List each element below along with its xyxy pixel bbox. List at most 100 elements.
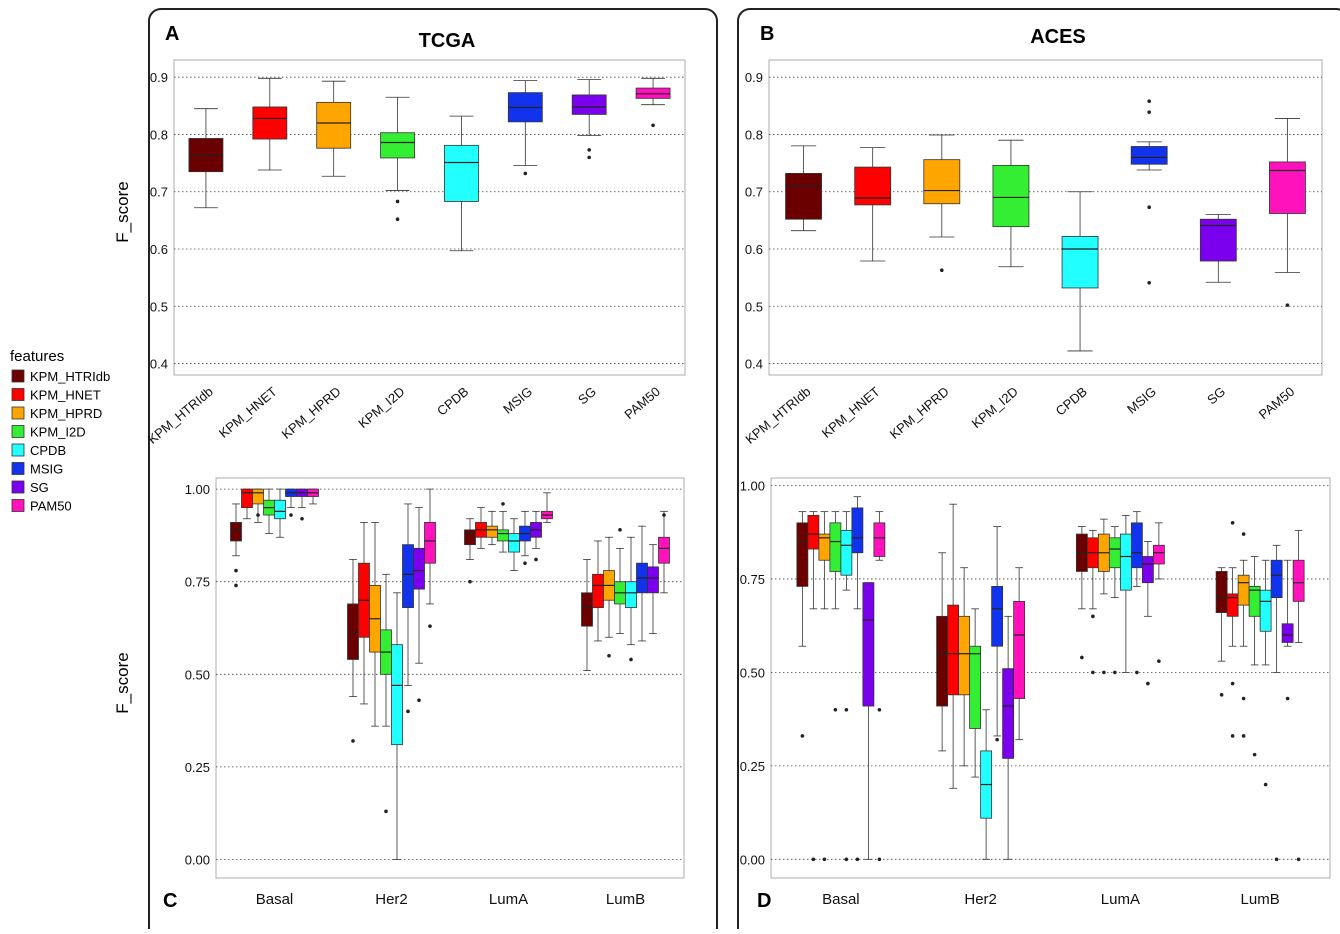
box-d-basal-kpm_htridb-outlier-0 bbox=[800, 734, 805, 738]
box-d-basal-kpm_i2d-outlier-0 bbox=[833, 707, 838, 712]
box-d-basal-sg bbox=[862, 582, 875, 860]
y-tick-label-d-3: 0.75 bbox=[740, 572, 765, 587]
legend-label-kpm_htridb: KPM_HTRIdb bbox=[30, 369, 110, 384]
y-tick-label-b-0: 0.4 bbox=[745, 357, 763, 372]
y-tick-label-d-1: 0.25 bbox=[740, 759, 765, 774]
y-tick-label-b-1: 0.5 bbox=[745, 299, 763, 314]
box-c-lumb-cpdb bbox=[625, 536, 637, 662]
box-d-her2-msig-outlier-0 bbox=[995, 737, 999, 742]
y-tick-label-b-3: 0.7 bbox=[745, 185, 763, 200]
box-c-basal-kpm_htridb-outlier-0 bbox=[234, 568, 238, 573]
frame-left bbox=[148, 8, 718, 934]
box-d-basal-kpm_hprd-outlier-0 bbox=[822, 857, 827, 862]
box-d-luma-msig bbox=[1130, 511, 1143, 675]
box-b-kpm_i2d bbox=[992, 139, 1030, 268]
box-b-cpdb-box bbox=[1061, 235, 1099, 289]
y-tick-label-c-4: 1.00 bbox=[185, 482, 210, 497]
box-c-luma-pam50 bbox=[541, 492, 553, 523]
box-c-lumb-pam50-outlier-0 bbox=[662, 513, 666, 517]
y-tick-label-a-1: 0.5 bbox=[150, 299, 168, 314]
panel-letter-a: A bbox=[165, 23, 179, 45]
box-d-her2-kpm_i2d-box bbox=[969, 645, 982, 729]
box-c-her2-cpdb bbox=[391, 592, 403, 860]
box-b-msig-outlier-2 bbox=[1147, 205, 1151, 209]
legend-label-kpm_hprd: KPM_HPRD bbox=[30, 406, 102, 421]
legend-swatch-kpm_htridb bbox=[11, 369, 25, 383]
box-d-lumb-pam50-outlier-0 bbox=[1296, 857, 1301, 862]
box-c-luma-kpm_i2d-outlier-0 bbox=[501, 502, 505, 506]
box-c-her2-pam50-outlier-0 bbox=[428, 624, 432, 628]
y-tick-label-a-2: 0.6 bbox=[150, 242, 168, 257]
box-d-basal-pam50-outlier-0 bbox=[877, 707, 882, 712]
box-d-basal-pam50 bbox=[873, 511, 886, 862]
box-b-kpm_i2d-box bbox=[992, 164, 1030, 228]
box-c-her2-msig bbox=[402, 503, 414, 714]
plot-area-a bbox=[173, 59, 686, 376]
box-a-sg-outlier-1 bbox=[587, 155, 591, 160]
box-b-msig-outlier-1 bbox=[1147, 110, 1151, 114]
box-d-basal-kpm_htridb-box bbox=[796, 522, 809, 587]
panel-letter-d: D bbox=[757, 890, 771, 912]
panel-title-a: TCGA bbox=[419, 30, 476, 52]
box-d-luma-cpdb bbox=[1119, 514, 1132, 673]
box-d-luma-kpm_i2d bbox=[1108, 526, 1121, 675]
box-d-lumb-cpdb bbox=[1259, 559, 1272, 787]
box-c-luma-kpm_hnet bbox=[475, 507, 487, 549]
box-d-her2-kpm_hnet-box bbox=[947, 604, 960, 696]
box-d-luma-kpm_htridb-outlier-0 bbox=[1080, 655, 1084, 660]
box-d-lumb-kpm_i2d-outlier-0 bbox=[1252, 752, 1257, 757]
box-d-her2-msig bbox=[991, 526, 1004, 742]
box-d-lumb-msig-box bbox=[1270, 559, 1283, 599]
y-tick-label-c-0: 0.00 bbox=[185, 852, 210, 867]
plot-area-c bbox=[215, 477, 685, 879]
box-c-luma-cpdb bbox=[508, 518, 520, 571]
box-d-lumb-msig-outlier-0 bbox=[1274, 857, 1279, 862]
box-c-lumb-sg-box bbox=[647, 566, 659, 594]
box-b-msig-box bbox=[1130, 146, 1168, 165]
x-tick-label-b-2: KPM_HPRD bbox=[887, 384, 952, 442]
box-d-luma-sg-box bbox=[1141, 556, 1154, 584]
box-c-her2-cpdb-box bbox=[391, 644, 403, 746]
box-a-sg bbox=[571, 79, 607, 160]
box-c-basal-kpm_hnet-box bbox=[241, 488, 253, 509]
box-c-basal-sg-outlier-0 bbox=[300, 516, 304, 521]
box-d-luma-msig-box bbox=[1130, 522, 1143, 569]
box-a-kpm_hprd bbox=[316, 80, 352, 177]
box-d-luma-msig-outlier-0 bbox=[1135, 670, 1139, 675]
box-a-msig-outlier-0 bbox=[523, 171, 528, 176]
box-d-lumb-kpm_hnet-outlier-1 bbox=[1230, 681, 1235, 686]
box-c-basal-kpm_hprd bbox=[252, 488, 264, 523]
box-d-lumb-kpm_i2d bbox=[1248, 556, 1261, 757]
box-c-lumb-sg bbox=[647, 544, 659, 634]
box-b-kpm_hprd-outlier-0 bbox=[940, 268, 944, 272]
box-b-pam50-box bbox=[1269, 161, 1306, 214]
box-c-luma-kpm_hprd bbox=[486, 510, 498, 546]
box-c-lumb-pam50-box bbox=[658, 536, 670, 564]
box-d-lumb-kpm_htridb bbox=[1215, 567, 1228, 697]
box-c-basal-cpdb-box bbox=[274, 499, 286, 520]
box-a-kpm_i2d bbox=[380, 96, 415, 222]
box-c-basal-kpm_htridb-box bbox=[230, 522, 242, 542]
box-c-luma-kpm_i2d-box bbox=[497, 529, 509, 542]
box-d-lumb-kpm_hnet bbox=[1226, 521, 1239, 738]
box-a-sg-box bbox=[571, 94, 607, 115]
box-d-luma-cpdb-box bbox=[1119, 533, 1132, 591]
box-c-lumb-cpdb-box bbox=[625, 581, 637, 609]
box-c-basal-msig-outlier-0 bbox=[289, 513, 293, 517]
box-c-lumb-cpdb-outlier-0 bbox=[629, 657, 633, 662]
y-tick-label-b-2: 0.6 bbox=[745, 242, 763, 257]
box-a-pam50 bbox=[635, 77, 671, 128]
box-c-luma-kpm_htridb-outlier-0 bbox=[468, 579, 472, 584]
box-b-kpm_htridb-box bbox=[785, 172, 822, 220]
box-a-kpm_htridb bbox=[188, 108, 224, 209]
y-tick-label-b-5: 0.9 bbox=[745, 70, 763, 85]
box-c-lumb-kpm_htridb-box bbox=[581, 592, 593, 627]
x-tick-label-a-1: KPM_HNET bbox=[216, 384, 280, 441]
box-d-lumb-sg-outlier-0 bbox=[1285, 696, 1290, 701]
box-c-her2-pam50-box bbox=[424, 522, 436, 564]
box-c-basal-kpm_htridb bbox=[230, 503, 242, 588]
box-d-luma-kpm_i2d-outlier-0 bbox=[1113, 670, 1117, 675]
